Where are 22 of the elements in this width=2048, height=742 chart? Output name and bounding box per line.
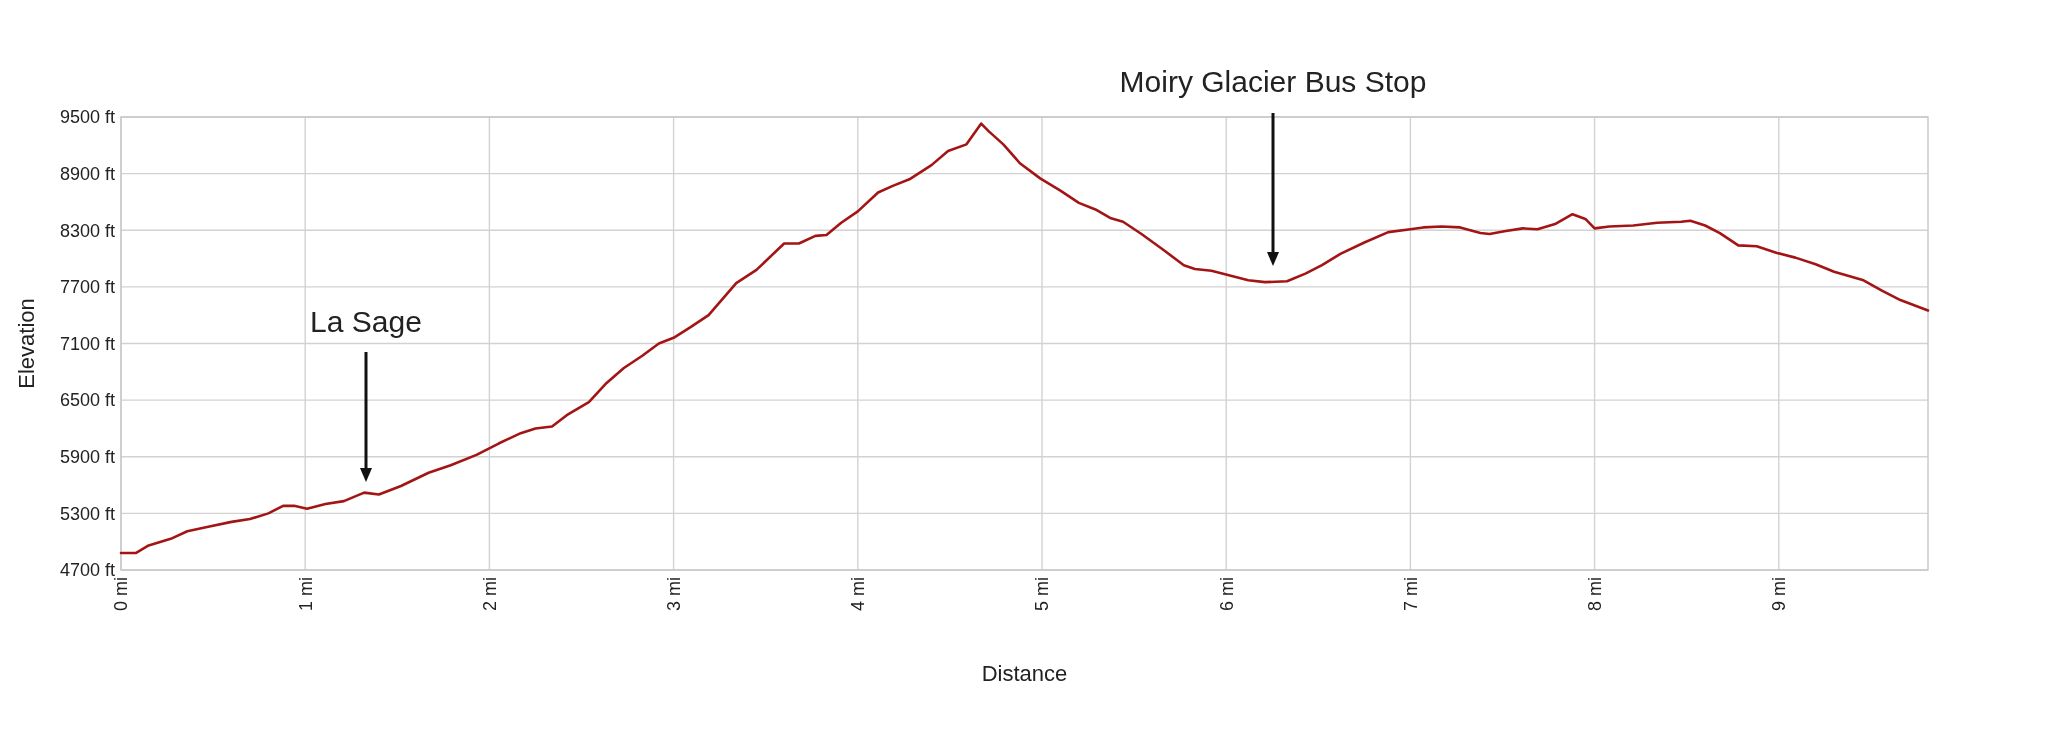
y-tick-label: 6500 ft [59, 390, 115, 411]
x-tick-label: 2 mi [479, 577, 500, 612]
y-tick-label: 9500 ft [59, 107, 115, 128]
x-tick-label: 8 mi [1584, 577, 1605, 612]
text: Moiry Glacier Bus Stop [1119, 65, 1427, 98]
y-tick-label: 5900 ft [59, 447, 115, 468]
line-series [119, 122, 1930, 555]
annotation: La Sage [310, 305, 422, 338]
y-tick-label: 7100 ft [59, 333, 115, 354]
y-axis-title: Elevation [13, 298, 39, 389]
y-tick-label: 8900 ft [59, 163, 115, 184]
y-tick-label: 7700 ft [59, 277, 115, 298]
y-tick-label: 8300 ft [59, 220, 115, 241]
x-tick-label: 6 mi [1216, 577, 1237, 612]
x-tick-label: 7 mi [1400, 577, 1421, 612]
x-tick-label: 1 mi [295, 577, 316, 612]
x-axis-title: Distance [981, 661, 1068, 686]
x-tick-label: 4 mi [848, 577, 869, 612]
x-tick-label: 3 mi [663, 577, 684, 612]
x-tick-label: 5 mi [1032, 577, 1053, 612]
y-tick-label: 5300 ft [59, 503, 115, 524]
x-tick-label: 9 mi [1769, 577, 1790, 612]
